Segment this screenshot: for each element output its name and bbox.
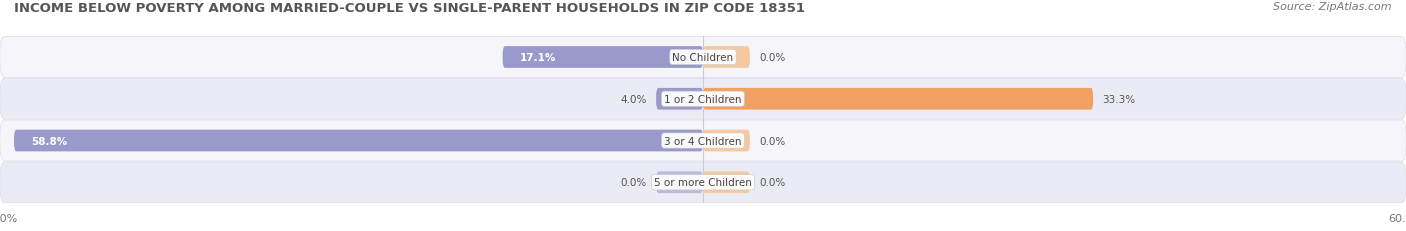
Text: 58.8%: 58.8% <box>31 136 67 146</box>
Text: 5 or more Children: 5 or more Children <box>654 177 752 188</box>
FancyBboxPatch shape <box>703 172 749 193</box>
Text: 33.3%: 33.3% <box>1102 94 1136 104</box>
FancyBboxPatch shape <box>0 121 1406 161</box>
FancyBboxPatch shape <box>657 88 703 110</box>
FancyBboxPatch shape <box>503 47 703 69</box>
Text: No Children: No Children <box>672 53 734 63</box>
FancyBboxPatch shape <box>703 130 749 152</box>
FancyBboxPatch shape <box>703 47 749 69</box>
Text: Source: ZipAtlas.com: Source: ZipAtlas.com <box>1274 2 1392 12</box>
Text: 17.1%: 17.1% <box>520 53 557 63</box>
FancyBboxPatch shape <box>14 130 703 152</box>
FancyBboxPatch shape <box>657 172 703 193</box>
Text: 0.0%: 0.0% <box>759 53 786 63</box>
FancyBboxPatch shape <box>0 79 1406 120</box>
FancyBboxPatch shape <box>703 88 1094 110</box>
FancyBboxPatch shape <box>0 37 1406 78</box>
Text: 1 or 2 Children: 1 or 2 Children <box>664 94 742 104</box>
Text: 0.0%: 0.0% <box>759 136 786 146</box>
Text: INCOME BELOW POVERTY AMONG MARRIED-COUPLE VS SINGLE-PARENT HOUSEHOLDS IN ZIP COD: INCOME BELOW POVERTY AMONG MARRIED-COUPL… <box>14 2 806 15</box>
FancyBboxPatch shape <box>0 162 1406 203</box>
Text: 3 or 4 Children: 3 or 4 Children <box>664 136 742 146</box>
Text: 0.0%: 0.0% <box>759 177 786 188</box>
Text: 4.0%: 4.0% <box>620 94 647 104</box>
Text: 0.0%: 0.0% <box>620 177 647 188</box>
